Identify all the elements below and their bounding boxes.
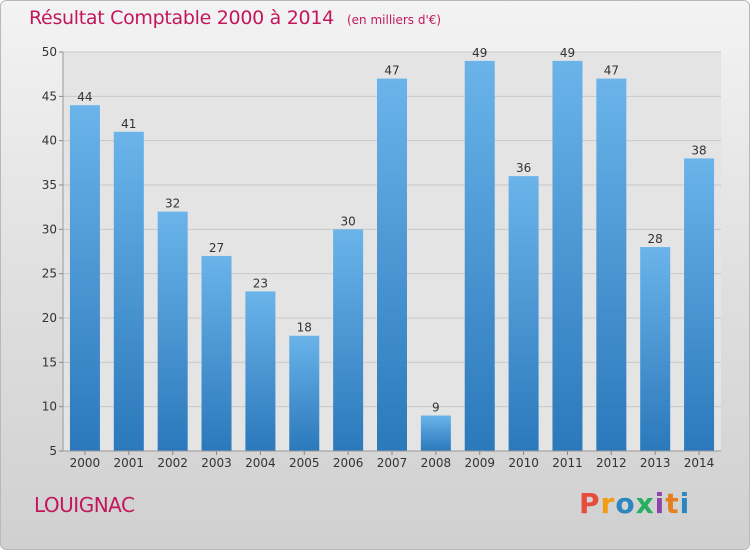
bar <box>377 78 407 451</box>
y-tick-label: 30 <box>42 222 57 236</box>
y-tick-label: 35 <box>42 178 57 192</box>
logo-letter: i <box>679 487 691 520</box>
data-label: 36 <box>516 161 531 175</box>
bar <box>684 158 715 451</box>
x-tick-label: 2011 <box>552 456 583 470</box>
bar <box>420 415 451 451</box>
bar <box>69 105 100 451</box>
town-name: LOUIGNAC <box>34 493 135 517</box>
chart-title: Résultat Comptable 2000 à 2014 <box>29 7 334 29</box>
y-tick-label: 20 <box>42 311 57 325</box>
y-tick-label: 25 <box>42 267 57 281</box>
x-tick-label: 2006 <box>333 456 364 470</box>
logo-letter: t <box>665 487 680 520</box>
bar <box>113 131 144 452</box>
data-label: 23 <box>253 276 268 290</box>
bar <box>552 60 583 451</box>
x-tick-label: 2004 <box>245 456 276 470</box>
data-label: 28 <box>648 232 663 246</box>
bar <box>640 247 671 451</box>
data-label: 41 <box>121 117 136 131</box>
logo-letter: i <box>654 487 666 520</box>
y-tick-label: 5 <box>49 444 57 458</box>
proxiti-logo: Proxiti <box>579 487 690 520</box>
x-tick-label: 2002 <box>157 456 188 470</box>
y-tick-label: 15 <box>42 355 57 369</box>
x-tick-label: 2007 <box>377 456 408 470</box>
bar <box>596 78 627 451</box>
x-tick-label: 2005 <box>289 456 320 470</box>
bars: 44 41 32 27 23 18 30 47 9 49 36 49 47 28 38 <box>69 46 715 452</box>
data-label: 18 <box>297 321 312 335</box>
x-tick-label: 2014 <box>684 456 715 470</box>
bar <box>289 335 320 451</box>
x-tick-label: 2012 <box>596 456 627 470</box>
x-tick-label: 2003 <box>201 456 232 470</box>
x-tick-label: 2000 <box>70 456 101 470</box>
x-tick-label: 2013 <box>640 456 671 470</box>
logo-letter: P <box>579 487 601 520</box>
y-tick-label: 10 <box>42 400 57 414</box>
logo-letter: x <box>635 487 655 520</box>
bar <box>201 255 232 451</box>
logo-letter: r <box>600 487 616 520</box>
bar <box>464 60 495 451</box>
data-label: 38 <box>691 143 706 157</box>
data-label: 47 <box>384 64 399 78</box>
data-label: 32 <box>165 197 180 211</box>
data-label: 47 <box>604 64 619 78</box>
y-tick-label: 40 <box>42 134 57 148</box>
x-tick-label: 2008 <box>421 456 452 470</box>
data-label: 30 <box>340 214 355 228</box>
x-tick-label: 2009 <box>464 456 495 470</box>
data-label: 44 <box>77 90 92 104</box>
data-label: 49 <box>560 46 575 60</box>
y-tick-label: 45 <box>42 89 57 103</box>
x-tick-label: 2010 <box>508 456 539 470</box>
chart-header: Résultat Comptable 2000 à 2014 (en milli… <box>29 7 441 29</box>
bar <box>157 211 188 451</box>
y-axis: 5 10 15 20 25 30 35 40 45 50 <box>42 45 64 458</box>
data-label: 9 <box>432 401 440 415</box>
bar <box>245 291 276 451</box>
data-label: 27 <box>209 241 224 255</box>
logo-letter: o <box>615 487 636 520</box>
bar <box>508 176 539 451</box>
x-tick-label: 2001 <box>114 456 145 470</box>
chart-unit: (en milliers d'€) <box>346 13 442 27</box>
bar <box>333 229 364 451</box>
y-tick-label: 50 <box>42 45 57 59</box>
x-axis: 2000 2001 2002 2003 2004 2005 2006 2007 2008 2009… <box>63 450 721 470</box>
data-label: 49 <box>472 46 487 60</box>
